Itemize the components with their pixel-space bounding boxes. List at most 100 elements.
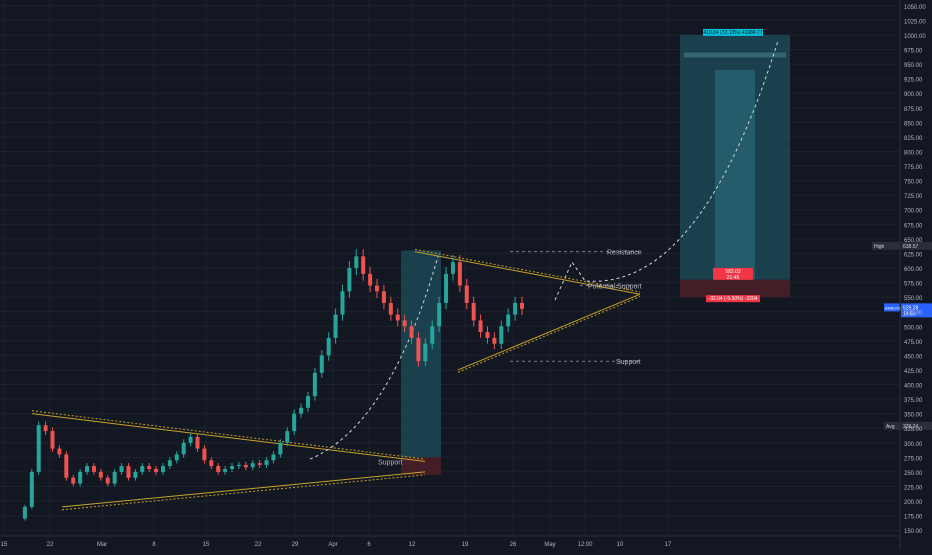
triangle-upper-line bbox=[31, 413, 426, 462]
time-tick-label: 12 bbox=[409, 542, 416, 548]
time-tick-label: 6 bbox=[367, 542, 371, 548]
candle-body bbox=[167, 460, 172, 467]
entry-label-bg bbox=[713, 267, 753, 280]
candle-body bbox=[71, 477, 76, 484]
candle-body bbox=[395, 314, 400, 321]
candle-body bbox=[271, 454, 276, 461]
candle-body bbox=[78, 471, 83, 484]
candle-body bbox=[181, 442, 186, 455]
candle-body bbox=[154, 469, 159, 472]
candle-body bbox=[299, 407, 304, 414]
target-level-bar bbox=[684, 52, 786, 58]
countdown-label: 14:50 bbox=[903, 311, 916, 317]
candle-body bbox=[250, 463, 255, 468]
stop-label: -32.04 (-5.50%) -3204 bbox=[709, 296, 758, 302]
candle-body bbox=[478, 320, 483, 333]
avg-label: Avg bbox=[886, 424, 895, 430]
candle-body bbox=[361, 256, 366, 274]
support-label-left: Support bbox=[378, 459, 403, 466]
price-tick-label: 300.00 bbox=[904, 442, 923, 448]
entry-label: 582.03 bbox=[725, 269, 741, 275]
trend-lines bbox=[31, 40, 779, 511]
price-tick-label: 200.00 bbox=[904, 500, 923, 506]
time-tick-label: 10 bbox=[617, 542, 624, 548]
time-tick-label: Apr bbox=[328, 542, 337, 548]
price-tick-label: 600.00 bbox=[904, 267, 923, 273]
avg-label-bg bbox=[884, 421, 900, 430]
candle-body bbox=[43, 425, 48, 432]
candle-body bbox=[91, 466, 96, 472]
candle-body bbox=[499, 326, 504, 344]
high-label-bg bbox=[872, 241, 900, 250]
candle-body bbox=[264, 460, 269, 465]
current-price-bg bbox=[901, 303, 932, 318]
price-tick-label: 875.00 bbox=[904, 107, 923, 113]
price-tick-label: 525.00 bbox=[904, 311, 923, 317]
time-tick-label: 22 bbox=[47, 542, 54, 548]
price-tick-label: 275.00 bbox=[904, 456, 923, 462]
price-tick-label: 550.00 bbox=[904, 296, 923, 302]
price-tick-label: 500.00 bbox=[904, 325, 923, 331]
avg-value: 329.24 bbox=[903, 424, 919, 430]
candle-body bbox=[333, 314, 338, 338]
candle-body bbox=[50, 431, 55, 449]
long-position-stop-zone bbox=[680, 279, 790, 298]
symbol-label: BNBUSDT bbox=[885, 305, 905, 310]
target-label-bg bbox=[703, 28, 763, 36]
price-tick-label: 375.00 bbox=[904, 398, 923, 404]
price-tick-label: 625.00 bbox=[904, 252, 923, 258]
price-tick-label: 350.00 bbox=[904, 413, 923, 419]
candle-body bbox=[485, 332, 490, 338]
candle-body bbox=[285, 431, 290, 443]
price-tick-label: 325.00 bbox=[904, 427, 923, 433]
candle-body bbox=[423, 343, 428, 362]
candle-body bbox=[305, 396, 310, 408]
price-tick-label: 750.00 bbox=[904, 180, 923, 186]
candles bbox=[22, 249, 524, 521]
candle-body bbox=[278, 442, 283, 455]
candle-body bbox=[340, 291, 345, 315]
candle-body bbox=[22, 506, 27, 519]
triangle-lower-line-dotted bbox=[61, 474, 426, 511]
candle-body bbox=[126, 466, 131, 478]
candle-body bbox=[85, 466, 90, 472]
price-tick-label: 475.00 bbox=[904, 340, 923, 346]
candle-body bbox=[243, 464, 248, 468]
price-tick-label: 925.00 bbox=[904, 78, 923, 84]
price-tick-label: 1025.00 bbox=[904, 19, 926, 25]
position-zones bbox=[401, 34, 790, 475]
candle-body bbox=[513, 302, 518, 315]
price-tick-label: 400.00 bbox=[904, 384, 923, 390]
price-tick-label: 650.00 bbox=[904, 238, 923, 244]
candle-body bbox=[416, 337, 421, 362]
candle-body bbox=[312, 372, 317, 397]
price-tick-label: 1050.00 bbox=[904, 5, 926, 11]
price-tick-label: 975.00 bbox=[904, 49, 923, 55]
candle-body bbox=[36, 425, 41, 472]
long-position-stop-zone-left bbox=[401, 457, 441, 475]
candle-body bbox=[140, 466, 145, 472]
price-tick-label: 250.00 bbox=[904, 471, 923, 477]
candle-body bbox=[230, 466, 235, 469]
candle-body bbox=[409, 326, 414, 338]
candle-body bbox=[437, 302, 442, 327]
candle-body bbox=[444, 273, 449, 303]
price-tick-label: 900.00 bbox=[904, 92, 923, 98]
support-label-right: Support bbox=[616, 359, 641, 366]
potential-support-label: Potential Support bbox=[588, 283, 642, 290]
annotations: Resistance Potential Support Support Suppor… bbox=[378, 28, 932, 466]
price-tick-label: 1000.00 bbox=[904, 34, 926, 40]
candle-body bbox=[354, 256, 359, 268]
price-tick-label: 150.00 bbox=[904, 529, 923, 535]
current-price: 529.28 bbox=[903, 305, 919, 311]
candle-body bbox=[257, 463, 262, 465]
candle-body bbox=[388, 302, 393, 315]
time-tick-label: 15 bbox=[1, 542, 8, 548]
projected-path-left bbox=[309, 256, 439, 460]
time-tick-label: 15 bbox=[203, 542, 210, 548]
candle-body bbox=[450, 262, 455, 274]
candle-body bbox=[112, 471, 117, 484]
